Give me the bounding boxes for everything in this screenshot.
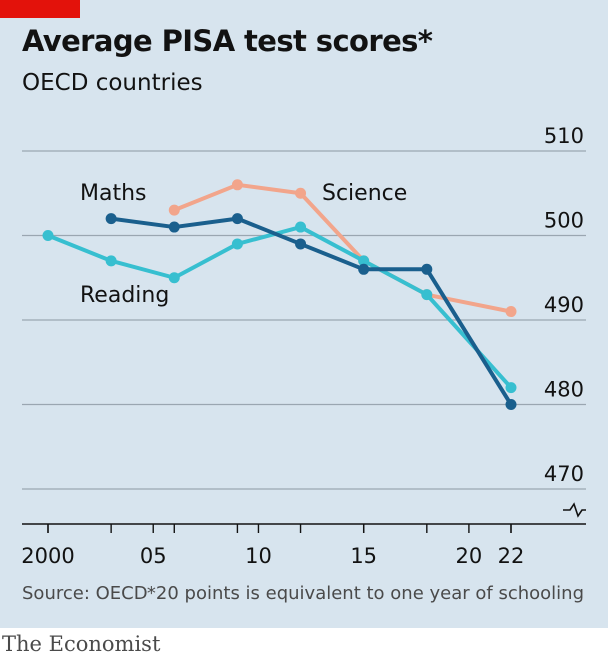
x-tick-label-2000: 2000: [21, 544, 74, 568]
brand-red-tag: [0, 0, 80, 18]
axis-break-icon: [563, 502, 586, 518]
series-line-maths: [109, 216, 513, 407]
point-reading-2018: [421, 289, 433, 301]
point-reading-2012: [295, 221, 307, 233]
chart-subtitle: OECD countries: [22, 70, 203, 96]
point-reading-2015: [358, 255, 370, 267]
point-reading-2006: [168, 272, 180, 284]
point-maths-2003: [105, 213, 117, 225]
point-science-2012: [295, 187, 307, 199]
x-tick-label-15: 15: [350, 544, 377, 568]
x-tick-label-05: 05: [140, 544, 167, 568]
y-tick-label-510: 510: [544, 124, 584, 148]
x-tick-label-20: 20: [456, 544, 483, 568]
line-chart: 470 480 490 500 510 2000 05 10 15 20 22 Science Read…: [21, 124, 586, 568]
series-line-reading: [46, 225, 513, 390]
point-reading-2022: [505, 382, 517, 394]
point-reading-2000: [42, 230, 54, 241]
series-label-maths: Maths: [80, 181, 147, 206]
point-reading-2009: [231, 238, 243, 250]
y-tick-label-500: 500: [544, 209, 584, 233]
series-label-science: Science: [322, 181, 407, 206]
point-maths-2006: [168, 221, 180, 233]
y-tick-label-470: 470: [544, 462, 584, 486]
y-tick-label-490: 490: [544, 293, 584, 317]
series-label-reading: Reading: [80, 283, 169, 308]
series-line-science: [172, 182, 513, 314]
point-maths-2015: [358, 263, 370, 275]
point-reading-2003: [105, 255, 117, 267]
point-maths-2009: [231, 213, 243, 225]
x-tick-label-10: 10: [245, 544, 272, 568]
point-maths-2012: [295, 238, 307, 250]
brand-wordmark: The Economist: [2, 632, 161, 656]
x-tick-label-22: 22: [498, 544, 525, 568]
footnote: *20 points is equivalent to one year of …: [146, 583, 584, 604]
chart-title: Average PISA test scores*: [22, 24, 433, 58]
point-science-2022: [505, 306, 517, 318]
point-maths-2022: [505, 399, 517, 410]
point-science-2009: [231, 179, 243, 191]
source-note: Source: OECD: [22, 583, 148, 604]
point-science-2006: [168, 204, 180, 216]
y-tick-label-480: 480: [544, 378, 584, 402]
point-maths-2018: [421, 263, 433, 275]
